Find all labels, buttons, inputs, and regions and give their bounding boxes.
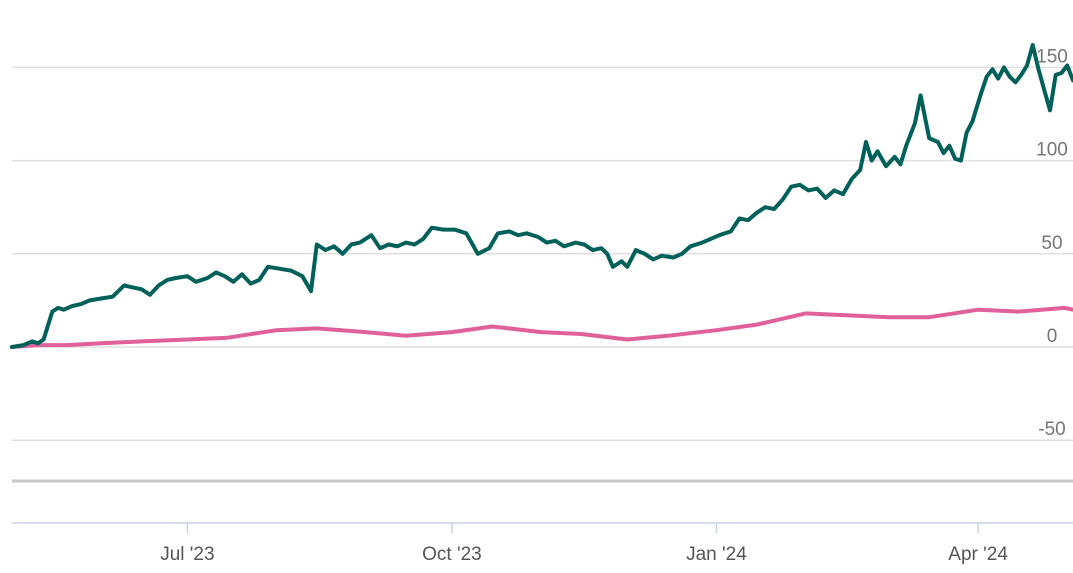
series-lines bbox=[10, 43, 1073, 349]
x-tick-label: Jul '23 bbox=[160, 544, 214, 565]
x-axis: Jul '23 Oct '23 Jan '24 Apr '24 bbox=[12, 522, 1073, 565]
x-tick-label: Jan '24 bbox=[686, 544, 747, 565]
y-tick-label: 0 bbox=[1047, 326, 1058, 347]
series-line-2 bbox=[10, 305, 1073, 349]
y-tick-label: -50 bbox=[1038, 419, 1065, 440]
y-axis-labels: 150 100 50 0 -50 bbox=[1036, 46, 1068, 440]
y-tick-label: 100 bbox=[1036, 140, 1068, 161]
x-tick-label: Oct '23 bbox=[422, 544, 482, 565]
x-tick-label: Apr '24 bbox=[948, 544, 1008, 565]
y-tick-label: 150 bbox=[1036, 46, 1068, 67]
series-line-1 bbox=[10, 43, 1073, 349]
y-tick-label: 50 bbox=[1041, 233, 1062, 254]
